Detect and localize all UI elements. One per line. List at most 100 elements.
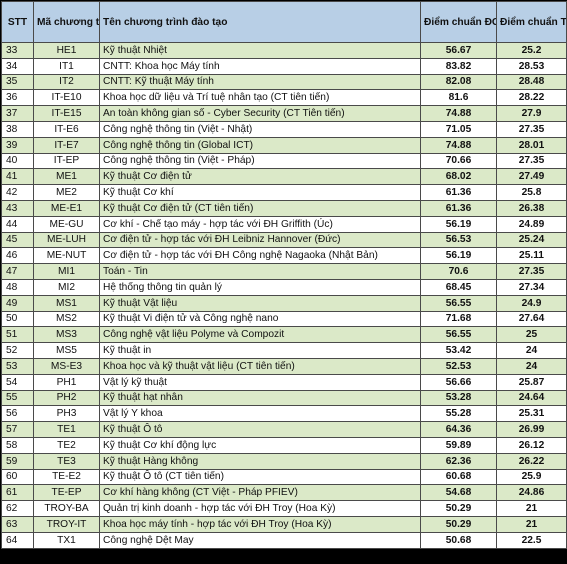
row-program-code: MS5 <box>34 343 100 359</box>
row-tsa-score: 52.53 <box>421 358 497 374</box>
table-row: 40 IT-EP Công nghệ thông tin (Việt - Pháp)… <box>2 153 567 169</box>
header-program-name: Tên chương trình đào tạo <box>100 2 421 43</box>
row-program-name: Công nghệ thông tin (Việt - Nhật) <box>100 121 421 137</box>
table-row: 52 MS5 Kỹ thuật in 53.42 24 <box>2 343 567 359</box>
row-stt: 60 <box>2 469 34 485</box>
row-program-name: Hệ thống thông tin quản lý <box>100 279 421 295</box>
row-program-code: ME-LUH <box>34 232 100 248</box>
table-row: 61 TE-EP Cơ khí hàng không (CT Việt - Pháp… <box>2 485 567 501</box>
row-thpt-score: 21 <box>497 501 567 517</box>
row-stt: 39 <box>2 137 34 153</box>
row-stt: 45 <box>2 232 34 248</box>
row-program-code: MS1 <box>34 295 100 311</box>
row-thpt-score: 28.22 <box>497 90 567 106</box>
row-tsa-score: 82.08 <box>421 74 497 90</box>
row-program-code: IT-E15 <box>34 106 100 122</box>
row-stt: 44 <box>2 216 34 232</box>
row-program-name: Cơ điện tử - hợp tác với ĐH Leibniz Hann… <box>100 232 421 248</box>
row-program-name: Kỹ thuật Cơ điện tử (CT tiên tiến) <box>100 200 421 216</box>
table-row: 53 MS-E3 Khoa học và kỹ thuật vật liệu (CT… <box>2 358 567 374</box>
row-thpt-score: 25.24 <box>497 232 567 248</box>
table-row: 63 TROY-IT Khoa học máy tính - hợp tác với… <box>2 516 567 532</box>
row-stt: 46 <box>2 248 34 264</box>
row-tsa-score: 71.05 <box>421 121 497 137</box>
row-program-name: Cơ điện tử - hợp tác với ĐH Công nghệ Na… <box>100 248 421 264</box>
row-thpt-score: 26.99 <box>497 422 567 438</box>
table-row: 38 IT-E6 Công nghệ thông tin (Việt - Nhật)… <box>2 121 567 137</box>
row-program-name: CNTT: Kỹ thuật Máy tính <box>100 74 421 90</box>
row-thpt-score: 25.11 <box>497 248 567 264</box>
row-program-code: ME2 <box>34 185 100 201</box>
row-program-code: HE1 <box>34 43 100 59</box>
row-tsa-score: 74.88 <box>421 106 497 122</box>
row-program-name: Kỹ thuật Cơ khí <box>100 185 421 201</box>
table-row: 54 PH1 Vật lý kỹ thuật 56.66 25.87 <box>2 374 567 390</box>
row-stt: 33 <box>2 43 34 59</box>
table-row: 59 TE3 Kỹ thuật Hàng không 62.36 26.22 <box>2 453 567 469</box>
header-row: STT Mã chương trình Tên chương trình đào… <box>2 2 567 43</box>
row-tsa-score: 50.68 <box>421 532 497 548</box>
row-program-code: IT-E6 <box>34 121 100 137</box>
row-program-name: Công nghệ vật liệu Polyme và Compozit <box>100 327 421 343</box>
table-row: 55 PH2 Kỹ thuật hạt nhân 53.28 24.64 <box>2 390 567 406</box>
row-stt: 40 <box>2 153 34 169</box>
row-thpt-score: 24.64 <box>497 390 567 406</box>
row-program-name: Công nghệ Dệt May <box>100 532 421 548</box>
row-stt: 62 <box>2 501 34 517</box>
row-thpt-score: 24.9 <box>497 295 567 311</box>
row-stt: 34 <box>2 58 34 74</box>
row-program-name: Kỹ thuật Cơ khí động lực <box>100 437 421 453</box>
row-tsa-score: 55.28 <box>421 406 497 422</box>
row-program-code: TROY-IT <box>34 516 100 532</box>
row-stt: 43 <box>2 200 34 216</box>
table-row: 42 ME2 Kỹ thuật Cơ khí 61.36 25.8 <box>2 185 567 201</box>
row-thpt-score: 26.38 <box>497 200 567 216</box>
row-program-name: Kỹ thuật Hàng không <box>100 453 421 469</box>
row-thpt-score: 27.49 <box>497 169 567 185</box>
row-stt: 35 <box>2 74 34 90</box>
row-stt: 36 <box>2 90 34 106</box>
row-program-name: Kỹ thuật Cơ điện tử <box>100 169 421 185</box>
row-thpt-score: 25.2 <box>497 43 567 59</box>
table-row: 35 IT2 CNTT: Kỹ thuật Máy tính 82.08 28.48 <box>2 74 567 90</box>
row-thpt-score: 25 <box>497 327 567 343</box>
row-thpt-score: 26.22 <box>497 453 567 469</box>
table-row: 37 IT-E15 An toàn không gian số - Cyber Se… <box>2 106 567 122</box>
table-row: 49 MS1 Kỹ thuật Vật liệu 56.55 24.9 <box>2 295 567 311</box>
row-tsa-score: 70.6 <box>421 264 497 280</box>
row-program-code: PH2 <box>34 390 100 406</box>
table-row: 48 MI2 Hệ thống thông tin quản lý 68.45 27.3… <box>2 279 567 295</box>
row-tsa-score: 56.55 <box>421 295 497 311</box>
row-program-code: TE3 <box>34 453 100 469</box>
row-tsa-score: 68.02 <box>421 169 497 185</box>
row-tsa-score: 64.36 <box>421 422 497 438</box>
table-row: 33 HE1 Kỹ thuật Nhiệt 56.67 25.2 <box>2 43 567 59</box>
row-program-code: PH3 <box>34 406 100 422</box>
row-program-code: ME-GU <box>34 216 100 232</box>
row-stt: 63 <box>2 516 34 532</box>
row-thpt-score: 25.87 <box>497 374 567 390</box>
row-stt: 59 <box>2 453 34 469</box>
row-program-name: CNTT: Khoa học Máy tính <box>100 58 421 74</box>
row-tsa-score: 53.42 <box>421 343 497 359</box>
row-program-code: ME-NUT <box>34 248 100 264</box>
row-tsa-score: 62.36 <box>421 453 497 469</box>
row-program-code: TE2 <box>34 437 100 453</box>
row-tsa-score: 56.66 <box>421 374 497 390</box>
row-program-code: IT-EP <box>34 153 100 169</box>
header-stt: STT <box>2 2 34 43</box>
row-tsa-score: 56.55 <box>421 327 497 343</box>
row-stt: 37 <box>2 106 34 122</box>
table-row: 57 TE1 Kỹ thuật Ô tô 64.36 26.99 <box>2 422 567 438</box>
row-thpt-score: 24.86 <box>497 485 567 501</box>
row-stt: 57 <box>2 422 34 438</box>
row-stt: 49 <box>2 295 34 311</box>
row-thpt-score: 24 <box>497 343 567 359</box>
row-program-code: IT-E7 <box>34 137 100 153</box>
row-program-code: TX1 <box>34 532 100 548</box>
row-thpt-score: 26.12 <box>497 437 567 453</box>
header-thpt-score: Điểm chuẩn TN THPT <box>497 2 567 43</box>
row-stt: 52 <box>2 343 34 359</box>
table-row: 51 MS3 Công nghệ vật liệu Polyme và Compoz… <box>2 327 567 343</box>
row-program-code: TROY-BA <box>34 501 100 517</box>
